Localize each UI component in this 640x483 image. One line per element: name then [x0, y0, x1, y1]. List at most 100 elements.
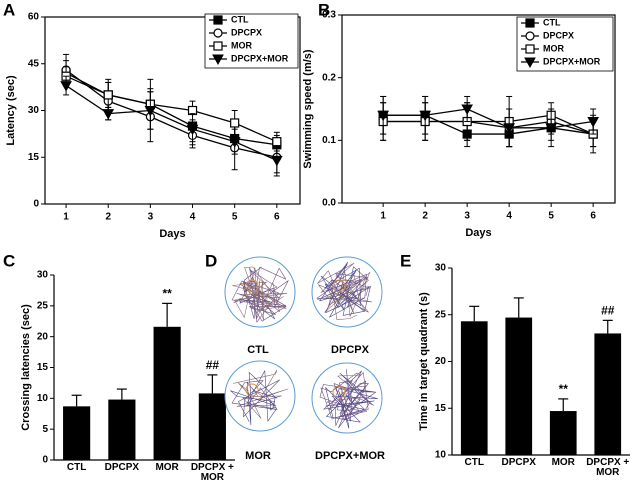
x-tick-label-box: CTL: [66, 463, 87, 473]
x-tick-label: MOR: [551, 458, 575, 468]
panel-label: C: [3, 251, 15, 270]
y-tick-label: 20: [435, 356, 447, 367]
marker: [102, 109, 115, 120]
x-axis-title: Days: [159, 228, 185, 240]
y-tick-label: 10: [37, 393, 49, 404]
x-tick-label: 1: [63, 212, 69, 223]
pool: [224, 360, 296, 432]
marker: [144, 106, 157, 117]
series-line: [65, 69, 277, 158]
y-tick-label: 15: [435, 403, 447, 414]
y-tick-label: 20: [37, 331, 49, 342]
bar: [153, 326, 181, 460]
x-tick-label-box: MOR: [551, 458, 575, 468]
marker: [270, 155, 283, 167]
y-tick-label: 15: [28, 152, 40, 163]
bar: [63, 406, 91, 460]
y-tick-label: 0: [42, 455, 48, 466]
x-tick-label: 6: [590, 211, 596, 222]
marker: [461, 104, 474, 116]
y-tick-label: 30: [37, 270, 49, 281]
legend-label: DPCPX+MOR: [231, 53, 289, 63]
marker: [377, 110, 390, 122]
x-tick-label: 5: [548, 211, 554, 222]
track-label: MOR: [245, 450, 271, 462]
legend-label: CTL: [543, 17, 561, 27]
x-tick-label: MOR: [155, 463, 179, 473]
y-tick-label: 0: [33, 199, 39, 210]
x-tick-label: 2: [422, 211, 428, 222]
bar: [594, 333, 622, 455]
y-tick-label: 30: [28, 105, 40, 116]
marker: [545, 123, 558, 134]
legend-marker: [213, 28, 223, 38]
series-line: [383, 114, 594, 135]
series-line: [65, 85, 278, 161]
x-tick-label: 3: [464, 211, 470, 222]
series-line: [383, 108, 594, 129]
platform: [332, 279, 346, 293]
x-tick-label-box: CTL: [464, 458, 484, 468]
series-line: [383, 120, 594, 135]
legend-label: DPCPX+MOR: [543, 56, 601, 66]
x-tick-label-box: DPCPX: [104, 463, 140, 473]
x-axis-title: Days: [465, 227, 491, 239]
marker: [272, 137, 282, 147]
legend-label: DPCPX: [543, 30, 574, 40]
x-tick-label: CTL: [66, 463, 87, 473]
marker: [587, 117, 600, 128]
series-line: [65, 72, 277, 146]
significance-label: ##: [601, 304, 615, 318]
x-tick-label: DPCPX + MOR: [586, 458, 630, 478]
marker: [60, 81, 72, 92]
y-tick-label: 25: [435, 309, 447, 320]
series-line: [65, 75, 278, 143]
x-tick-label-box: DPCPX + MOR: [190, 463, 234, 483]
x-tick-label: 5: [232, 212, 238, 223]
x-tick-label: 6: [274, 212, 280, 223]
y-axis-title: Time in target quadrant (s): [418, 292, 430, 431]
x-tick-label: CTL: [464, 458, 484, 468]
y-tick-label: 0.3: [322, 10, 336, 21]
y-tick-label: 60: [28, 12, 40, 23]
track-label: DPCPX+MOR: [315, 450, 385, 462]
x-tick-label: 1: [380, 211, 386, 222]
y-axis-title: Crossing latencies (sec): [20, 304, 32, 431]
legend-marker: [525, 31, 535, 41]
y-tick-label: 0.2: [322, 72, 336, 83]
x-tick-label: DPCPX: [501, 458, 536, 468]
marker: [419, 110, 432, 122]
bar: [549, 411, 577, 455]
x-tick-label: DPCPX + MOR: [190, 463, 234, 483]
swim-path: [231, 370, 281, 423]
y-tick-label: 45: [28, 58, 40, 69]
significance-label: **: [559, 382, 569, 396]
swim-path: [231, 266, 287, 323]
y-axis-title: Swimming speed (m/s): [302, 49, 314, 169]
swim-path: [233, 369, 289, 419]
bar: [198, 393, 226, 460]
plot-frame: [341, 14, 616, 204]
y-tick-label: 15: [37, 362, 49, 373]
platform: [245, 383, 259, 397]
x-tick-label-box: DPCPX: [501, 458, 536, 468]
marker: [230, 118, 240, 128]
legend-label: MOR: [543, 43, 564, 53]
panel-label: B: [318, 0, 330, 19]
swim-path: [319, 261, 371, 318]
x-tick-label: 2: [105, 212, 111, 223]
marker: [103, 90, 113, 100]
x-tick-label: 4: [506, 211, 512, 222]
y-tick-label: 25: [37, 300, 49, 311]
x-tick-label: DPCPX: [104, 463, 140, 473]
marker: [186, 124, 199, 136]
bar: [460, 321, 488, 455]
legend-marker: [525, 44, 535, 54]
y-tick-label: 5: [42, 424, 48, 435]
y-tick-label: 10: [435, 450, 447, 461]
panel-label: E: [400, 251, 411, 270]
track-label: CTL: [247, 344, 269, 356]
significance-label: **: [162, 287, 172, 301]
